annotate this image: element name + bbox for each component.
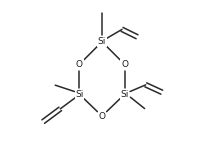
Text: Si: Si <box>120 90 129 99</box>
Text: O: O <box>76 60 83 69</box>
Text: O: O <box>99 112 105 121</box>
Text: Si: Si <box>98 37 106 46</box>
Text: Si: Si <box>75 90 84 99</box>
Text: O: O <box>121 60 128 69</box>
